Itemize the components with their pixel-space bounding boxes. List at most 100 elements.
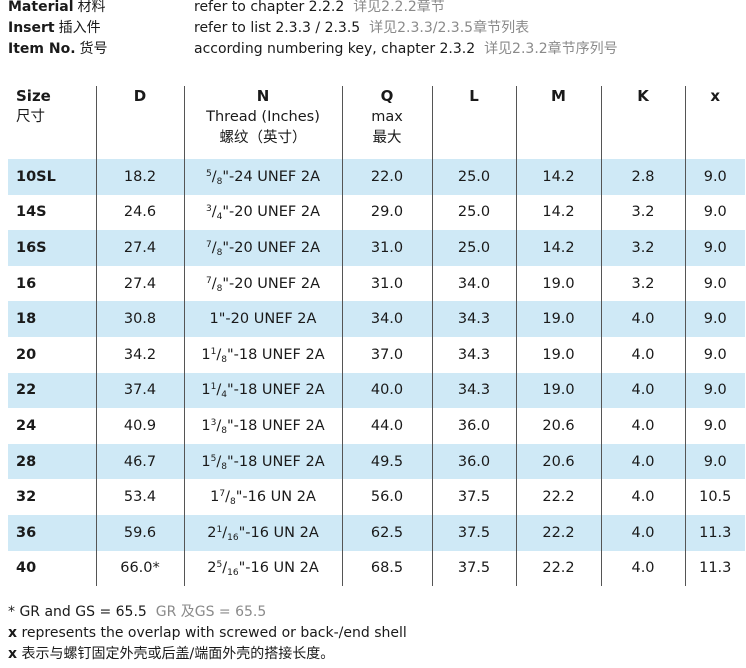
thread-spec: 17/8"-16 UN 2A [210, 489, 316, 508]
cell-n: 11/4"-18 UNEF 2A [183, 372, 342, 409]
cell-d: 30.8 [95, 301, 184, 337]
cell-k: 4.0 [600, 301, 685, 337]
cell-l: 34.0 [431, 265, 516, 302]
header-size: Size 尺寸 [16, 87, 51, 125]
cell-k: 3.2 [600, 194, 685, 231]
cell-d: 40.9 [95, 408, 184, 444]
footnote-x: x represents the overlap with screwed or… [8, 625, 407, 641]
cell-k: 4.0 [600, 408, 685, 444]
item-no-value-zh: 详见2.3.2章节序列号 [484, 41, 618, 57]
cell-q: 68.5 [341, 550, 432, 587]
cell-size: 24 [16, 417, 37, 434]
thread-spec: 11/8"-18 UNEF 2A [201, 346, 325, 365]
cell-k: 4.0 [600, 514, 685, 551]
cell-x: 9.0 [684, 159, 745, 195]
cell-d: 34.2 [95, 336, 184, 373]
footnote-x-zh: x 表示与螺钉固定外壳或后盖/端面外壳的搭接长度。 [8, 646, 335, 662]
item-no-label-zh: 货号 [79, 41, 108, 57]
cell-d: 66.0* [95, 550, 184, 587]
table-row: 28 46.7 15/8"-18 UNEF 2A 49.5 36.0 20.6 4.0 9.0 [8, 443, 745, 480]
cell-size: 16S [8, 230, 96, 266]
cell-m: 19.0 [515, 372, 601, 409]
cell-q: 40.0 [341, 372, 432, 409]
cell-q: 31.0 [341, 265, 432, 302]
cell-x: 11.3 [684, 514, 745, 551]
cell-n: 21/16"-16 UN 2A [183, 514, 342, 551]
cell-n: 15/8"-18 UNEF 2A [183, 443, 342, 480]
cell-d: 18.2 [95, 159, 184, 195]
cell-x: 10.5 [684, 479, 745, 515]
cell-x: 9.0 [684, 372, 745, 409]
cell-x: 9.0 [684, 336, 745, 373]
thread-spec: 13/8"-18 UNEF 2A [201, 417, 325, 436]
cell-q: 29.0 [341, 194, 432, 231]
cell-l: 25.0 [431, 230, 516, 266]
cell-m: 22.2 [515, 479, 601, 515]
footnotes: * GR and GS = 65.5 GR 及GS = 65.5 x repre… [8, 602, 407, 665]
header-x: x [684, 86, 745, 159]
cell-l: 37.5 [431, 479, 516, 515]
cell-m: 19.0 [515, 265, 601, 302]
thread-spec: 21/16"-16 UN 2A [207, 524, 319, 543]
header-n: N Thread (Inches) 螺纹（英寸） [183, 86, 342, 159]
thread-spec: 25/16"-16 UN 2A [207, 560, 319, 579]
cell-d: 24.6 [95, 194, 184, 231]
cell-q: 31.0 [341, 230, 432, 266]
cell-k: 2.8 [600, 159, 685, 195]
cell-k: 4.0 [600, 443, 685, 480]
cell-l: 34.3 [431, 372, 516, 409]
table-row: 16 27.4 7/8"-20 UNEF 2A 31.0 34.0 19.0 3.2 9.0 [8, 265, 745, 302]
cell-q: 34.0 [341, 301, 432, 337]
cell-size: 20 [16, 346, 37, 363]
cell-x: 9.0 [684, 443, 745, 480]
cell-l: 25.0 [431, 159, 516, 195]
thread-spec: 11/4"-18 UNEF 2A [201, 382, 325, 401]
footnote-star: * GR and GS = 65.5 GR 及GS = 65.5 [8, 604, 267, 620]
item-no-value: according numbering key, chapter 2.3.2 [194, 41, 476, 57]
header-k: K [600, 86, 685, 159]
cell-size: 28 [8, 443, 96, 480]
cell-x: 9.0 [684, 265, 745, 302]
cell-size: 32 [16, 489, 37, 506]
header-m: M [515, 86, 601, 159]
cell-l: 25.0 [431, 194, 516, 231]
thread-spec: 7/8"-20 UNEF 2A [205, 275, 321, 294]
insert-label: Insert [8, 20, 55, 36]
cell-n: 13/8"-18 UNEF 2A [183, 408, 342, 444]
thread-spec: 5/8"-24 UNEF 2A [205, 168, 321, 187]
cell-m: 14.2 [515, 230, 601, 266]
cell-d: 27.4 [95, 230, 184, 266]
cell-q: 22.0 [341, 159, 432, 195]
cell-d: 53.4 [95, 479, 184, 515]
thread-spec: 15/8"-18 UNEF 2A [201, 453, 325, 472]
table-row: 10SL 18.2 5/8"-24 UNEF 2A 22.0 25.0 14.2 2.8 9.… [8, 159, 745, 195]
cell-l: 37.5 [431, 550, 516, 587]
cell-x: 9.0 [684, 408, 745, 444]
cell-m: 22.2 [515, 550, 601, 587]
thread-spec: 1"-20 UNEF 2A [209, 311, 317, 328]
insert-row: Insert 插入件 refer to list 2.3.3 / 2.3.5 详见… [8, 18, 618, 39]
cell-x: 9.0 [684, 301, 745, 337]
cell-l: 34.3 [431, 301, 516, 337]
material-value-zh: 详见2.2.2章节 [353, 0, 445, 15]
cell-q: 49.5 [341, 443, 432, 480]
cell-d: 59.6 [95, 514, 184, 551]
table-row: 36 59.6 21/16"-16 UN 2A 62.5 37.5 22.2 4.0 11.3 [8, 514, 745, 551]
cell-m: 20.6 [515, 408, 601, 444]
cell-n: 1"-20 UNEF 2A [183, 301, 342, 337]
table-row: 18 30.8 1"-20 UNEF 2A 34.0 34.3 19.0 4.0 9.0 [8, 301, 745, 337]
table-row: 40 66.0* 25/16"-16 UN 2A 68.5 37.5 22.2 4.0 11.… [8, 550, 745, 587]
cell-k: 4.0 [600, 372, 685, 409]
material-value: refer to chapter 2.2.2 [194, 0, 345, 15]
table-row: 24 40.9 13/8"-18 UNEF 2A 44.0 36.0 20.6 4.0 9.0 [8, 408, 745, 444]
cell-q: 37.0 [341, 336, 432, 373]
cell-k: 4.0 [600, 336, 685, 373]
cell-x: 9.0 [684, 230, 745, 266]
cell-l: 36.0 [431, 408, 516, 444]
cell-size: 18 [8, 301, 96, 337]
cell-size: 10SL [8, 159, 96, 195]
cell-x: 9.0 [684, 194, 745, 231]
